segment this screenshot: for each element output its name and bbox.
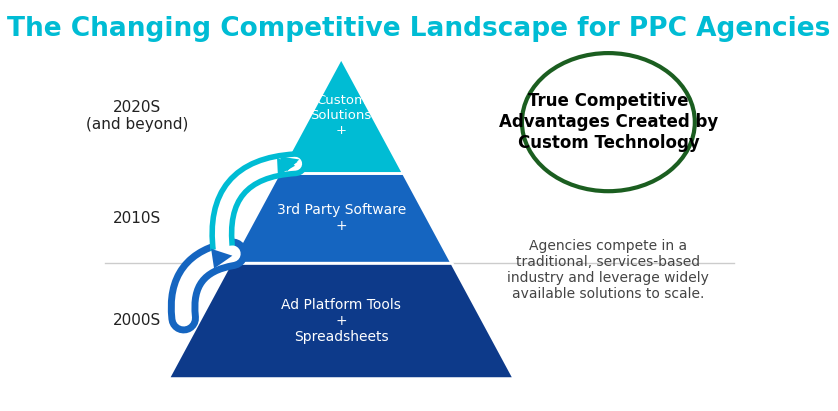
Text: Ad Platform Tools
+
Spreadsheets: Ad Platform Tools + Spreadsheets: [282, 298, 401, 344]
Text: 2000S: 2000S: [113, 314, 161, 328]
Polygon shape: [168, 263, 514, 379]
Text: The Changing Competitive Landscape for PPC Agencies: The Changing Competitive Landscape for P…: [8, 16, 830, 42]
Text: 2010S: 2010S: [113, 211, 161, 226]
Text: Custom
Solutions
+: Custom Solutions +: [311, 94, 372, 137]
Polygon shape: [279, 58, 403, 173]
FancyArrowPatch shape: [237, 157, 299, 266]
Polygon shape: [230, 173, 452, 263]
Text: Agencies compete in a
traditional, services-based
industry and leverage widely
a: Agencies compete in a traditional, servi…: [508, 239, 709, 301]
Text: True Competitive
Advantages Created by
Custom Technology: True Competitive Advantages Created by C…: [499, 92, 718, 152]
Text: 3rd Party Software
+: 3rd Party Software +: [277, 203, 406, 233]
Text: 2020S
(and beyond): 2020S (and beyond): [85, 99, 188, 132]
